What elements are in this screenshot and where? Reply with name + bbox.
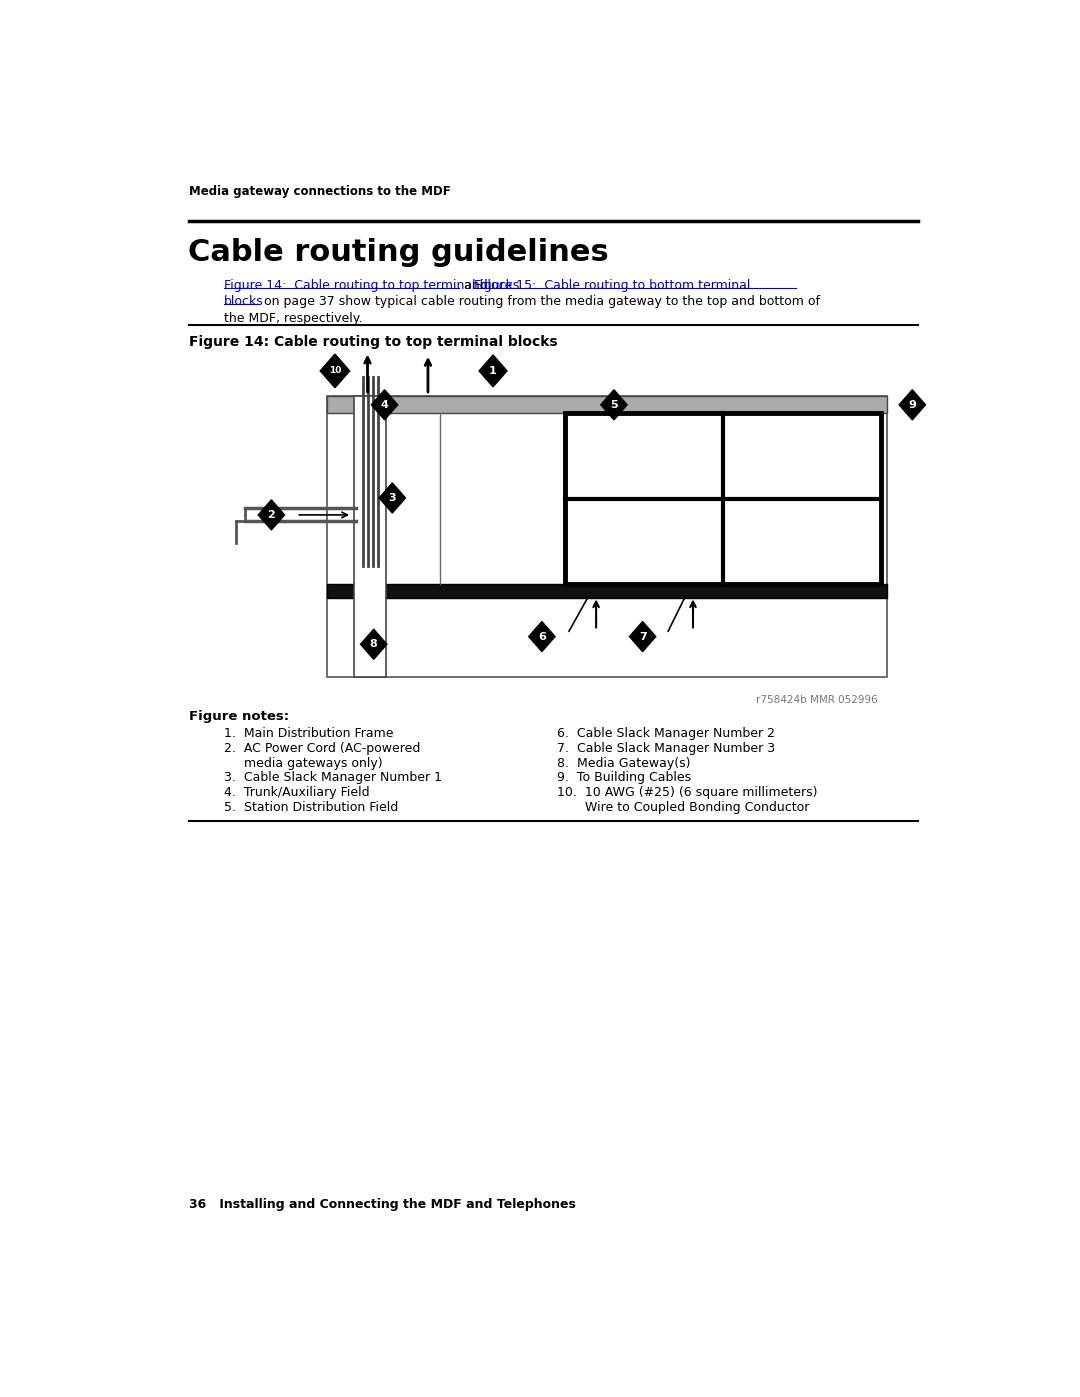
Text: 2: 2	[268, 510, 275, 520]
Text: Figure 15:  Cable routing to bottom terminal: Figure 15: Cable routing to bottom termi…	[474, 279, 751, 292]
Text: Figure 14:  Cable routing to top terminal blocks: Figure 14: Cable routing to top terminal…	[225, 279, 519, 292]
Text: Figure notes:: Figure notes:	[189, 710, 289, 722]
Text: 1: 1	[489, 366, 497, 376]
Text: Cable routing guidelines: Cable routing guidelines	[188, 239, 608, 267]
Text: Wire to Coupled Bonding Conductor: Wire to Coupled Bonding Conductor	[557, 800, 810, 813]
Polygon shape	[379, 483, 405, 513]
Polygon shape	[900, 390, 926, 420]
Text: 8.  Media Gateway(s): 8. Media Gateway(s)	[557, 757, 691, 770]
Text: 10.  10 AWG (#25) (6 square millimeters): 10. 10 AWG (#25) (6 square millimeters)	[557, 787, 818, 799]
Text: 9: 9	[908, 400, 916, 409]
Text: 6.  Cable Slack Manager Number 2: 6. Cable Slack Manager Number 2	[557, 728, 775, 740]
Text: 10: 10	[328, 366, 341, 376]
Text: Figure 14: Cable routing to top terminal blocks: Figure 14: Cable routing to top terminal…	[189, 335, 558, 349]
Text: Media gateway connections to the MDF: Media gateway connections to the MDF	[189, 184, 451, 197]
Text: 8: 8	[369, 640, 378, 650]
Text: 1.  Main Distribution Frame: 1. Main Distribution Frame	[225, 728, 393, 740]
Bar	[327, 584, 887, 598]
Text: media gateways only): media gateways only)	[225, 757, 382, 770]
Text: 7: 7	[638, 631, 647, 641]
Polygon shape	[258, 500, 284, 529]
Text: 3.  Cable Slack Manager Number 1: 3. Cable Slack Manager Number 1	[225, 771, 442, 784]
Text: 3: 3	[389, 493, 396, 503]
Bar	[327, 397, 887, 414]
Text: 6: 6	[538, 631, 545, 641]
Bar	[565, 414, 880, 584]
Bar	[353, 397, 387, 678]
Text: 5.  Station Distribution Field: 5. Station Distribution Field	[225, 800, 399, 813]
Text: and: and	[460, 279, 491, 292]
Text: 5: 5	[610, 400, 618, 409]
Polygon shape	[372, 390, 397, 420]
Text: 7.  Cable Slack Manager Number 3: 7. Cable Slack Manager Number 3	[557, 742, 775, 754]
Polygon shape	[529, 622, 555, 651]
Text: 2.  AC Power Cord (AC-powered: 2. AC Power Cord (AC-powered	[225, 742, 420, 754]
Polygon shape	[600, 390, 627, 420]
Text: r758424b MMR 052996: r758424b MMR 052996	[756, 696, 877, 705]
Text: blocks: blocks	[225, 295, 264, 309]
Bar	[327, 397, 887, 678]
Text: 4.  Trunk/Auxiliary Field: 4. Trunk/Auxiliary Field	[225, 787, 369, 799]
Polygon shape	[321, 353, 350, 388]
Polygon shape	[480, 355, 507, 387]
Text: 4: 4	[380, 400, 389, 409]
Text: the MDF, respectively.: the MDF, respectively.	[225, 312, 363, 324]
Text: on page 37 show typical cable routing from the media gateway to the top and bott: on page 37 show typical cable routing fr…	[260, 295, 820, 309]
Polygon shape	[361, 629, 387, 659]
Text: 9.  To Building Cables: 9. To Building Cables	[557, 771, 691, 784]
Text: 36   Installing and Connecting the MDF and Telephones: 36 Installing and Connecting the MDF and…	[189, 1199, 576, 1211]
Polygon shape	[630, 622, 656, 651]
